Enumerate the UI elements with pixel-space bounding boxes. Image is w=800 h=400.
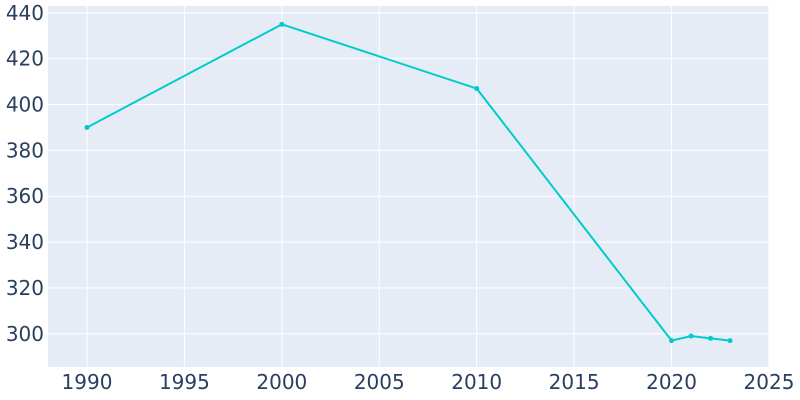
x-axis-ticks: 1990 1995 2000 2005 2010 2015 2020 2025 xyxy=(62,370,795,394)
y-gridlines xyxy=(48,12,769,335)
y-tick-label: 420 xyxy=(6,47,44,71)
x-tick-label: 2015 xyxy=(549,370,600,394)
plot-area xyxy=(48,6,769,367)
data-point xyxy=(727,338,733,344)
y-tick-label: 300 xyxy=(6,322,44,346)
x-tick-label: 1995 xyxy=(159,370,210,394)
x-tick-label: 2020 xyxy=(646,370,697,394)
data-point xyxy=(279,21,285,27)
y-tick-label: 400 xyxy=(6,93,44,117)
series-group xyxy=(84,21,733,344)
y-tick-label: 340 xyxy=(6,230,44,254)
data-point xyxy=(669,338,675,344)
x-tick-label: 2025 xyxy=(744,370,795,394)
data-point xyxy=(84,124,90,130)
x-gridlines xyxy=(86,6,770,367)
y-tick-label: 380 xyxy=(6,138,44,162)
x-tick-label: 2005 xyxy=(354,370,405,394)
y-tick-label: 360 xyxy=(6,184,44,208)
data-point xyxy=(688,333,694,339)
y-axis-ticks: 300 320 340 360 380 400 420 440 xyxy=(6,1,44,346)
x-tick-label: 1990 xyxy=(62,370,113,394)
data-point xyxy=(708,335,714,341)
x-tick-label: 2000 xyxy=(256,370,307,394)
x-tick-label: 2010 xyxy=(451,370,502,394)
data-point xyxy=(474,86,480,92)
y-tick-label: 320 xyxy=(6,276,44,300)
y-tick-label: 440 xyxy=(6,1,44,25)
